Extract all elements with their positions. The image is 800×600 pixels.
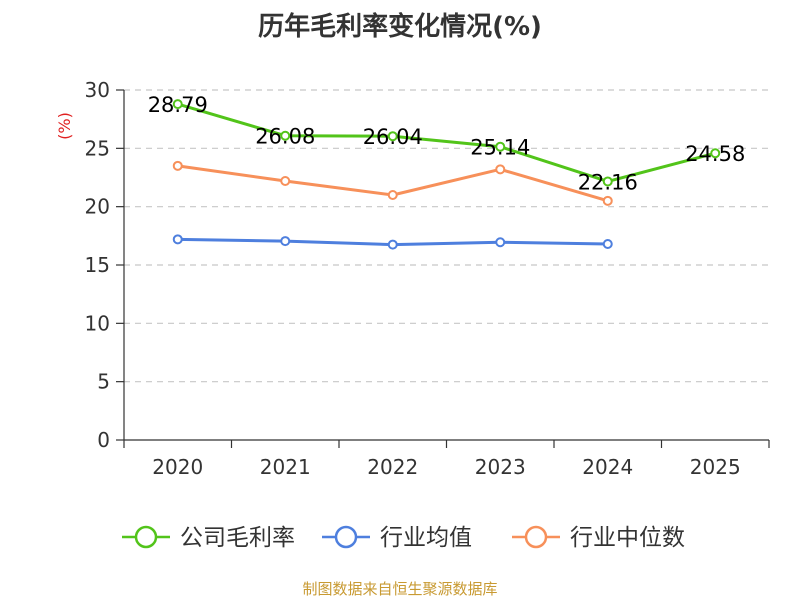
x-tick-label: 2021 (260, 455, 311, 479)
data-point (172, 234, 183, 245)
y-tick-label: 10 (85, 311, 110, 335)
x-tick-label: 2020 (152, 455, 203, 479)
x-tick-label: 2023 (475, 455, 526, 479)
data-point (280, 130, 291, 141)
data-point (387, 190, 398, 200)
data-point (280, 236, 291, 247)
legend-marker (134, 525, 158, 549)
data-point (495, 237, 506, 248)
x-tick-label: 2025 (690, 455, 741, 479)
data-point (602, 195, 613, 206)
chart-title: 历年毛利率变化情况(%) (258, 12, 542, 42)
y-tick-label: 15 (85, 253, 110, 277)
data-label: 26.04 (363, 125, 423, 149)
data-point (387, 131, 398, 142)
data-label: 26.08 (255, 125, 315, 149)
data-label: 28.79 (148, 93, 208, 117)
y-tick-label: 30 (85, 78, 110, 102)
data-label: 24.58 (685, 142, 745, 166)
data-point (495, 164, 506, 175)
legend-label: 行业均值 (380, 525, 472, 551)
y-axis-label: (%) (55, 112, 74, 140)
legend-marker (524, 525, 548, 549)
data-point (172, 160, 183, 171)
legend-label: 行业中位数 (570, 525, 685, 551)
y-tick-label: 25 (85, 136, 110, 160)
data-point (602, 176, 613, 187)
y-tick-label: 20 (85, 195, 110, 219)
data-label: 22.16 (578, 170, 638, 194)
legend-marker (334, 525, 358, 549)
x-tick-label: 2024 (582, 455, 633, 479)
x-tick-label: 2022 (367, 455, 418, 479)
y-tick-label: 5 (97, 370, 110, 394)
series-line (177, 102, 716, 183)
data-point (280, 176, 291, 186)
data-label: 25.14 (470, 136, 530, 160)
y-tick-label: 0 (97, 428, 110, 452)
data-point (387, 239, 398, 250)
data-point (710, 148, 721, 159)
legend-label: 公司毛利率 (180, 525, 295, 551)
data-point (602, 239, 613, 249)
data-point (495, 141, 506, 152)
source-note: 制图数据来自恒生聚源数据库 (302, 580, 498, 598)
data-point (172, 99, 183, 110)
